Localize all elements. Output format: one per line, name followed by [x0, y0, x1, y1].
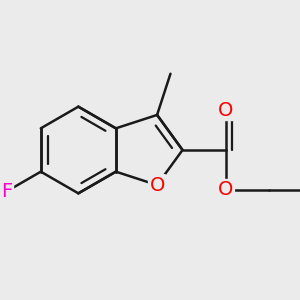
Text: O: O	[218, 100, 234, 120]
Text: O: O	[149, 176, 165, 195]
Text: O: O	[218, 180, 234, 200]
Text: F: F	[2, 182, 13, 201]
